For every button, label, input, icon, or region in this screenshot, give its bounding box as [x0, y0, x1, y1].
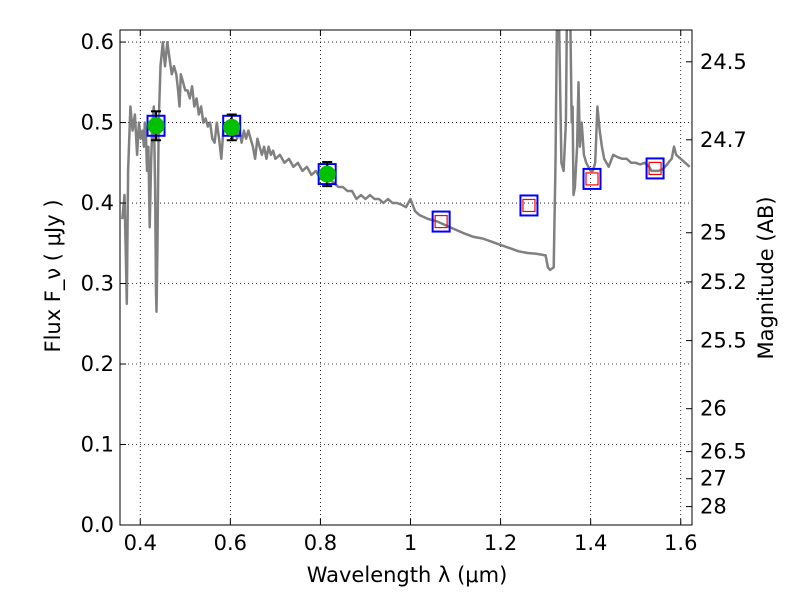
model-box-marker: [582, 167, 602, 190]
right-tick-label: 28: [700, 495, 727, 519]
x-tick-label: 1.2: [484, 531, 517, 555]
model-box-marker: [431, 210, 451, 233]
plot-area: [121, 30, 691, 313]
x-tick-label: 1.6: [664, 531, 697, 555]
right-tick-label: 25: [700, 221, 727, 245]
right-tick-label: 24.7: [700, 128, 747, 152]
right-tick-label: 26.5: [700, 440, 747, 464]
x-tick-label: 0.4: [124, 531, 157, 555]
y-tick-label: 0.1: [81, 433, 114, 457]
y-tick-label: 0.6: [81, 30, 114, 54]
model-box-marker: [645, 157, 665, 180]
x-tick-label: 1.4: [574, 531, 607, 555]
inner-box-marker: [522, 198, 536, 213]
spectrum-line: [121, 30, 691, 313]
observed-point: [318, 165, 336, 183]
y-tick-label: 0.0: [81, 513, 114, 537]
inner-box-marker: [585, 172, 599, 186]
right-tick-label: 25.2: [700, 270, 747, 294]
right-axis-label: Magnitude (AB): [754, 196, 778, 359]
inner-box-marker: [648, 161, 662, 176]
right-tick-label: 24.5: [700, 50, 747, 74]
y-tick-label: 0.5: [81, 111, 114, 135]
y-tick-label: 0.4: [81, 191, 114, 215]
observed-point: [223, 118, 241, 136]
model-box-marker: [519, 194, 539, 217]
inner-box-marker: [434, 214, 448, 229]
y-axis-label: Flux F_ν ( μJy ): [41, 199, 66, 352]
observed-point: [147, 117, 165, 135]
plot-frame: [119, 29, 693, 526]
x-tick-label: 1: [404, 531, 417, 555]
right-tick-label: 25.5: [700, 329, 747, 353]
x-axis-label: Wavelength λ (μm): [307, 563, 508, 587]
right-tick-label: 26: [700, 397, 727, 421]
x-tick-label: 0.8: [304, 531, 337, 555]
axes: [119, 29, 693, 526]
x-tick-label: 0.6: [214, 531, 247, 555]
grid: [120, 30, 692, 526]
y-tick-label: 0.2: [81, 352, 114, 376]
y-tick-label: 0.3: [81, 272, 114, 296]
ticks: 0.4 0.6 0.8 1 1.2 1.4 1.6 0.0 0.1 0.2 0.3 0.4 0.5 0.6…: [81, 30, 747, 555]
right-tick-label: 27: [700, 467, 727, 491]
